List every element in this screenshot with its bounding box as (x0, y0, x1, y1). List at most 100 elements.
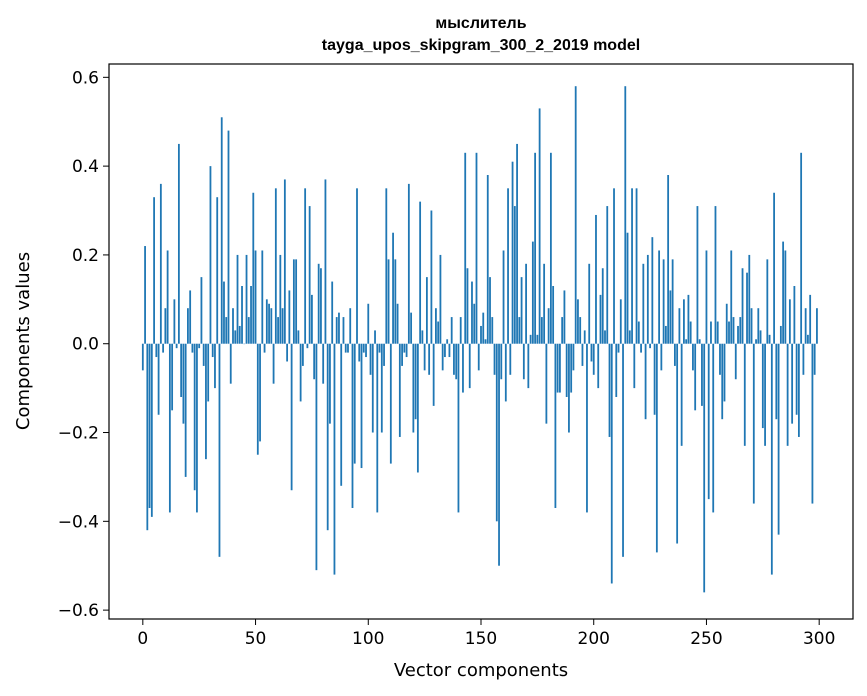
bar-273 (757, 308, 760, 344)
plot-frame (108, 63, 854, 620)
bar-143 (464, 152, 467, 344)
bar-189 (568, 343, 570, 433)
bar-192 (574, 86, 577, 344)
bar-66 (290, 343, 293, 491)
bar-36 (223, 281, 225, 344)
bar-132 (439, 254, 442, 344)
bar-7 (157, 343, 160, 415)
bar-15 (175, 343, 178, 349)
bar-234 (669, 290, 672, 344)
bar-28 (205, 343, 207, 460)
bar-155 (491, 317, 494, 344)
bar-225 (649, 343, 651, 349)
bar-171 (527, 343, 530, 389)
bar-131 (437, 321, 440, 344)
bar-107 (383, 343, 385, 366)
bar-270 (750, 308, 753, 344)
bar-258 (723, 343, 726, 402)
y-tick-label: 0.0 (72, 335, 99, 355)
bar-51 (256, 343, 259, 455)
bar-266 (741, 268, 744, 344)
bar-6 (155, 343, 158, 358)
bar-21 (189, 290, 192, 344)
bar-223 (644, 343, 647, 420)
bar-181 (549, 152, 552, 344)
bar-27 (202, 343, 205, 366)
bar-235 (671, 259, 674, 344)
bar-269 (748, 254, 751, 344)
bar-253 (712, 343, 715, 513)
bar-246 (696, 206, 699, 344)
bar-24 (196, 343, 198, 513)
bar-85 (333, 343, 336, 575)
bar-208 (610, 343, 613, 584)
bar-114 (398, 343, 401, 437)
bar-174 (534, 152, 537, 344)
bar-64 (286, 343, 289, 362)
bar-161 (504, 343, 507, 402)
bar-201 (595, 214, 597, 344)
bar-187 (563, 290, 566, 344)
bar-280 (773, 192, 775, 344)
bar-17 (180, 343, 183, 397)
bar-71 (301, 343, 304, 366)
bar-205 (604, 330, 606, 344)
bar-185 (559, 343, 561, 393)
bar-118 (407, 183, 410, 344)
bar-90 (344, 343, 347, 353)
bar-141 (459, 317, 462, 344)
bar-86 (335, 317, 338, 344)
bar-241 (685, 339, 688, 344)
bar-138 (453, 343, 455, 375)
bar-237 (676, 343, 679, 544)
bar-16 (177, 143, 180, 344)
bar-102 (371, 343, 374, 433)
bar-231 (662, 259, 665, 344)
bar-222 (642, 263, 645, 344)
bar-282 (777, 343, 780, 535)
bar-227 (653, 343, 656, 415)
bar-26 (200, 277, 203, 344)
x-tick-label: 150 (465, 629, 497, 649)
bar-284 (782, 241, 785, 344)
bar-98 (362, 343, 365, 353)
bar-126 (425, 277, 428, 344)
bar-68 (295, 259, 298, 344)
bar-197 (586, 343, 588, 513)
bar-173 (531, 241, 534, 344)
y-tick-label: −0.2 (58, 424, 99, 444)
bar-38 (227, 130, 230, 344)
bar-23 (193, 343, 196, 491)
bar-182 (552, 286, 555, 344)
bar-136 (448, 343, 451, 358)
bar-73 (306, 343, 309, 349)
bar-172 (529, 334, 532, 344)
bar-47 (247, 317, 250, 344)
bar-43 (238, 325, 241, 344)
bar-2 (146, 343, 149, 531)
bar-5 (153, 197, 155, 344)
bar-167 (518, 317, 521, 344)
bar-75 (311, 294, 313, 344)
x-tick-label: 0 (137, 629, 148, 649)
bar-70 (299, 343, 302, 402)
bar-69 (297, 330, 300, 344)
bar-82 (326, 343, 329, 531)
bar-263 (734, 343, 737, 380)
bar-278 (768, 334, 771, 344)
bar-3 (148, 343, 151, 508)
x-axis-ticks: 0 50 100 150 200 250 300 (137, 619, 835, 649)
bar-148 (475, 152, 478, 344)
bar-150 (480, 325, 482, 344)
bar-115 (401, 343, 403, 366)
bar-298 (813, 343, 816, 375)
bar-20 (187, 308, 189, 344)
bar-272 (755, 339, 757, 344)
y-tick-label: −0.6 (58, 601, 99, 621)
bar-50 (254, 250, 257, 344)
bar-77 (315, 343, 318, 571)
bar-275 (761, 343, 764, 429)
bar-255 (716, 321, 719, 344)
bar-4 (150, 343, 153, 517)
